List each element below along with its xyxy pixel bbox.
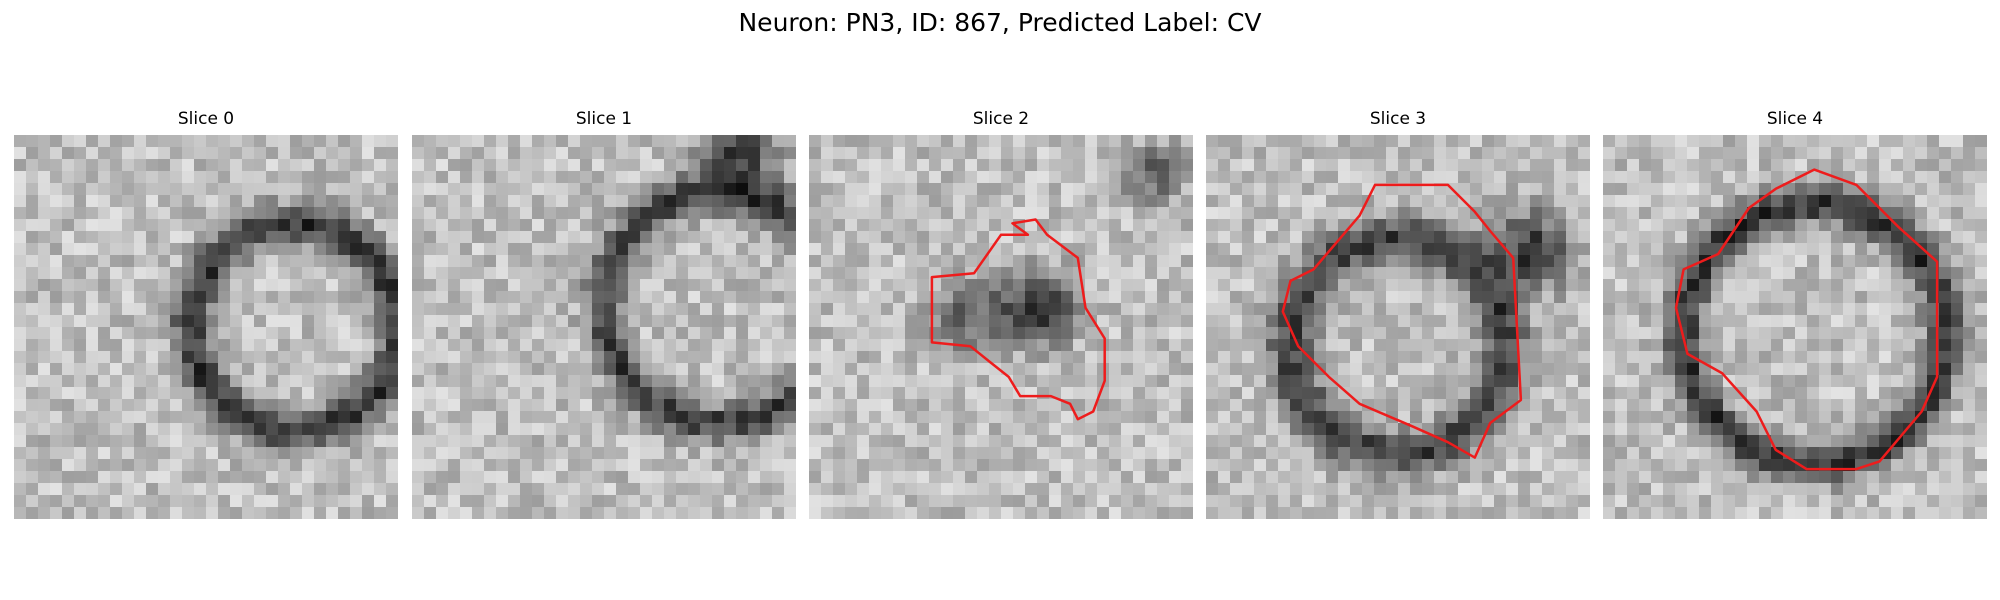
slice-image [809,135,1193,519]
slice-title: Slice 4 [1603,108,1987,130]
slice-image [412,135,796,519]
slice-image [1206,135,1590,519]
slice-panel-0: Slice 0 [14,108,398,519]
slice-title: Slice 1 [412,108,796,130]
slice-image [1603,135,1987,519]
slice-image [14,135,398,519]
slice-title: Slice 3 [1206,108,1590,130]
slice-title: Slice 2 [809,108,1193,130]
slice-panel-2: Slice 2 [809,108,1193,519]
figure-title: Neuron: PN3, ID: 867, Predicted Label: C… [0,8,2000,38]
slice-title: Slice 0 [14,108,398,130]
slice-panel-1: Slice 1 [412,108,796,519]
slice-panel-4: Slice 4 [1603,108,1987,519]
slice-panel-3: Slice 3 [1206,108,1590,519]
